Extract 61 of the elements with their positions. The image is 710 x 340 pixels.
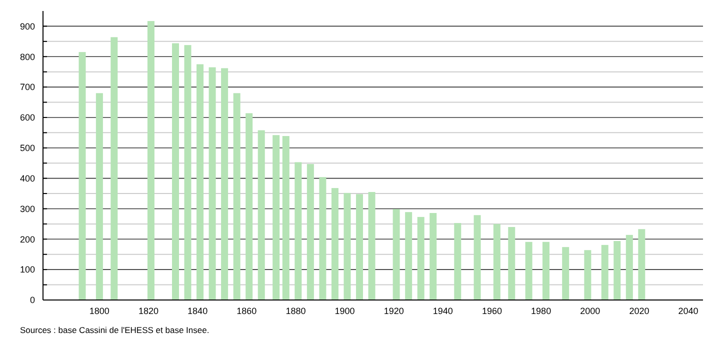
x-tick-label: 1800 bbox=[89, 306, 110, 316]
x-tick-label: 1940 bbox=[432, 306, 453, 316]
y-tick-label: 700 bbox=[20, 82, 35, 92]
x-tick-label: 1980 bbox=[531, 306, 552, 316]
y-tick-label: 400 bbox=[20, 173, 35, 184]
bar bbox=[208, 67, 216, 300]
x-tick-label: 2000 bbox=[580, 306, 600, 316]
bar bbox=[319, 177, 326, 300]
bar bbox=[405, 212, 412, 300]
bar bbox=[626, 234, 633, 300]
bar bbox=[246, 113, 253, 300]
bar bbox=[258, 130, 265, 300]
bar bbox=[356, 194, 364, 300]
bar bbox=[508, 226, 516, 300]
x-tick-label: 1820 bbox=[138, 306, 159, 316]
y-tick-label: 200 bbox=[20, 234, 35, 244]
x-tick-label: 2020 bbox=[629, 306, 650, 316]
bar bbox=[493, 224, 500, 300]
bar bbox=[172, 43, 179, 300]
bar bbox=[221, 68, 228, 300]
bar bbox=[430, 212, 437, 300]
bar bbox=[272, 135, 280, 300]
bar bbox=[601, 244, 608, 300]
bar bbox=[233, 93, 240, 300]
bar bbox=[96, 93, 103, 300]
bar bbox=[417, 216, 424, 300]
bar bbox=[368, 192, 376, 300]
bar bbox=[474, 215, 481, 300]
bar bbox=[147, 21, 154, 300]
x-tick-label: 1960 bbox=[482, 306, 502, 316]
bar bbox=[392, 209, 400, 300]
x-tick-label: 1840 bbox=[188, 306, 208, 316]
bar bbox=[78, 52, 86, 300]
bar bbox=[638, 229, 646, 300]
x-tick-label: 1920 bbox=[384, 306, 404, 316]
source-note: Sources : base Cassini de l'EHESS et base Insee. bbox=[20, 325, 210, 335]
y-tick-label: 800 bbox=[20, 52, 35, 62]
x-tick-label: 1860 bbox=[236, 306, 257, 316]
bar bbox=[542, 242, 550, 300]
y-tick-label: 0 bbox=[30, 295, 35, 306]
bar bbox=[294, 162, 302, 300]
x-tick-label: 2040 bbox=[678, 306, 698, 316]
bar bbox=[344, 192, 351, 300]
bar bbox=[306, 164, 314, 300]
bar bbox=[331, 188, 338, 300]
bar bbox=[196, 64, 204, 300]
bar bbox=[184, 45, 192, 300]
x-tick-label: 1900 bbox=[334, 306, 355, 316]
bar bbox=[525, 242, 532, 300]
bar bbox=[282, 136, 290, 300]
bar bbox=[614, 240, 621, 300]
x-tick-label: 1880 bbox=[286, 306, 306, 316]
bar bbox=[110, 37, 118, 300]
y-tick-label: 500 bbox=[20, 143, 35, 154]
y-tick-label: 300 bbox=[20, 204, 35, 214]
y-tick-label: 100 bbox=[20, 264, 35, 275]
y-tick-label: 900 bbox=[20, 21, 35, 32]
bar bbox=[584, 250, 592, 300]
bar bbox=[562, 247, 570, 300]
bar bbox=[454, 223, 462, 300]
y-tick-label: 600 bbox=[20, 112, 35, 123]
